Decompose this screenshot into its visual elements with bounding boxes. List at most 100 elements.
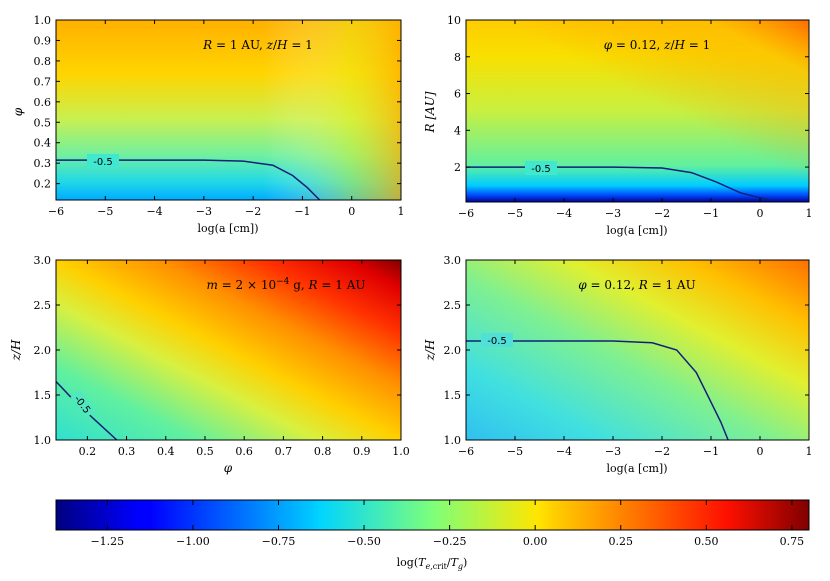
colorbar: −1.25 −1.00 −0.75 −0.50 −0.25 0.00 0.25 0.50 0.7… <box>55 499 810 571</box>
xtick-label: −5 <box>97 205 113 218</box>
xtick-label: −2 <box>245 205 261 218</box>
xtick-label: −4 <box>146 205 162 218</box>
ytick-label: 1.5 <box>444 389 462 402</box>
xtick-label: −3 <box>605 207 621 220</box>
ytick-label: 4 <box>454 124 461 137</box>
panel2-xticks: −6 −5 −4 −3 −2 −1 0 1 <box>458 20 813 220</box>
xtick-label: 0.4 <box>157 445 175 458</box>
xtick-label: −2 <box>654 207 670 220</box>
panel1-frame <box>55 19 402 201</box>
colorbar-ticks: −1.25 −1.00 −0.75 −0.50 −0.25 0.00 0.25 0.50 0.7… <box>90 500 804 548</box>
xtick-label: 0.9 <box>353 445 371 458</box>
xtick-label: 0 <box>757 207 764 220</box>
panel-phi-vs-size: -0.5 R = 1 AU, z/H = 1 log(a [cm]) φ −6−… <box>11 14 405 235</box>
ytick-label: 1.0 <box>34 434 52 447</box>
colorbar-tick-label: 0.75 <box>780 535 805 548</box>
panel1-contour-line <box>56 159 321 201</box>
colorbar-gradient <box>55 499 810 531</box>
colorbar-tick-label: 0.00 <box>523 535 548 548</box>
xtick-label: 1 <box>806 445 813 458</box>
ytick-label: 0.8 <box>34 55 52 68</box>
panel4-heatmap <box>466 260 809 440</box>
xtick-label: 0.3 <box>118 445 136 458</box>
xtick-label: −1 <box>703 207 719 220</box>
panel2-yticks: 2 4 6 8 10 <box>447 14 809 174</box>
panel2-frame <box>465 19 810 203</box>
xtick-label: 0.2 <box>79 445 97 458</box>
xtick-label: 0.5 <box>196 445 214 458</box>
ytick-label: 0.9 <box>34 34 52 47</box>
xtick-label: −4 <box>556 445 572 458</box>
panel2-contour-line <box>466 166 770 201</box>
ytick-label: 2 <box>454 161 461 174</box>
xtick-label: −6 <box>458 445 474 458</box>
panel1-heatmap-overlay <box>56 20 401 200</box>
panel3-annotation: m = 2 × 10−4 g, R = 1 AU <box>206 277 365 292</box>
ytick-label: 1.0 <box>34 14 52 27</box>
ytick-label: 0.4 <box>34 137 52 150</box>
panel4-ylabel: z/H <box>423 339 437 361</box>
xtick-label: −3 <box>605 445 621 458</box>
ytick-label: 0.3 <box>34 157 52 170</box>
xtick-label: −6 <box>458 207 474 220</box>
panel2-contour-label: -0.5 <box>531 164 551 175</box>
ytick-label: 0.6 <box>34 96 52 109</box>
ytick-label: 3.0 <box>444 254 462 267</box>
ytick-label: 2.5 <box>444 299 462 312</box>
panel2-xlabel: log(a [cm]) <box>607 224 668 237</box>
panel2-ylabel: R [AU] <box>423 91 437 133</box>
ytick-label: 2.0 <box>444 344 462 357</box>
xtick-label: −6 <box>48 205 64 218</box>
colorbar-label: log(Te,crit/Tg) <box>397 556 468 571</box>
panel3-ylabel: z/H <box>9 339 23 361</box>
ytick-label: 0.5 <box>34 116 52 129</box>
panel4-contour-label: -0.5 <box>487 336 507 347</box>
colorbar-tick-label: 0.50 <box>694 535 719 548</box>
panel-radius-vs-size: -0.5 φ = 0.12, z/H = 1 log(a [cm]) R [AU… <box>423 14 813 237</box>
panel4-contour-label-bg <box>481 333 513 347</box>
xtick-label: 0.8 <box>314 445 332 458</box>
colorbar-tick-label: −0.50 <box>347 535 381 548</box>
xtick-label: −1 <box>703 445 719 458</box>
xtick-label: −1 <box>294 205 310 218</box>
panel1-contour-label-bg <box>87 154 119 168</box>
ytick-label: 1.0 <box>444 434 462 447</box>
colorbar-tick-label: 0.25 <box>609 535 634 548</box>
xtick-label: −4 <box>556 207 572 220</box>
ytick-label: 6 <box>454 88 461 101</box>
panel1-xlabel: log(a [cm]) <box>198 222 259 235</box>
panel3-xlabel: φ <box>224 461 233 475</box>
panel2-contour-label-bg <box>525 161 557 175</box>
colorbar-tick-label: −0.25 <box>433 535 467 548</box>
ytick-label: 1.5 <box>34 389 52 402</box>
xtick-label: −2 <box>654 445 670 458</box>
colorbar-tick-label: −0.75 <box>262 535 296 548</box>
xtick-label: 1 <box>806 207 813 220</box>
panel3-contour-label-bg <box>70 390 96 418</box>
xtick-label: 0.7 <box>275 445 293 458</box>
panel3-heatmap <box>56 260 401 440</box>
ytick-label: 2.5 <box>34 299 52 312</box>
xtick-label: 0 <box>757 445 764 458</box>
xtick-label: 0 <box>348 205 355 218</box>
panel4-xlabel: log(a [cm]) <box>607 462 668 475</box>
xtick-label: −5 <box>507 207 523 220</box>
panel-height-vs-size: -0.5 φ = 0.12, R = 1 AU log(a [cm]) z/H … <box>423 254 813 475</box>
ytick-label: 3.0 <box>34 254 52 267</box>
panel4-xticks: −6 −5 −4 −3 −2 −1 0 1 <box>458 260 813 458</box>
ytick-label: 2.0 <box>34 344 52 357</box>
panel1-yticks: 0.2 0.3 0.4 0.5 0.6 0.7 0.8 0.9 1.0 <box>34 14 401 191</box>
colorbar-tick-label: −1.00 <box>176 535 210 548</box>
panel1-xticks: −6 −5 −4 −3 −2 −1 0 1 <box>48 20 405 218</box>
ytick-label: 10 <box>447 14 461 27</box>
panel2-heatmap-overlay <box>466 20 809 202</box>
xtick-label: 1.0 <box>392 445 410 458</box>
panel4-annotation: φ = 0.12, R = 1 AU <box>578 278 695 292</box>
panel4-yticks: 1.0 1.5 2.0 2.5 3.0 <box>444 254 809 447</box>
xtick-label: −5 <box>507 445 523 458</box>
xtick-label: 0.6 <box>235 445 253 458</box>
panel3-xticks: 0.2 0.3 0.4 0.5 0.6 0.7 0.8 0.9 1.0 <box>79 260 410 458</box>
ytick-label: 0.7 <box>34 75 52 88</box>
xtick-label: −3 <box>196 205 212 218</box>
